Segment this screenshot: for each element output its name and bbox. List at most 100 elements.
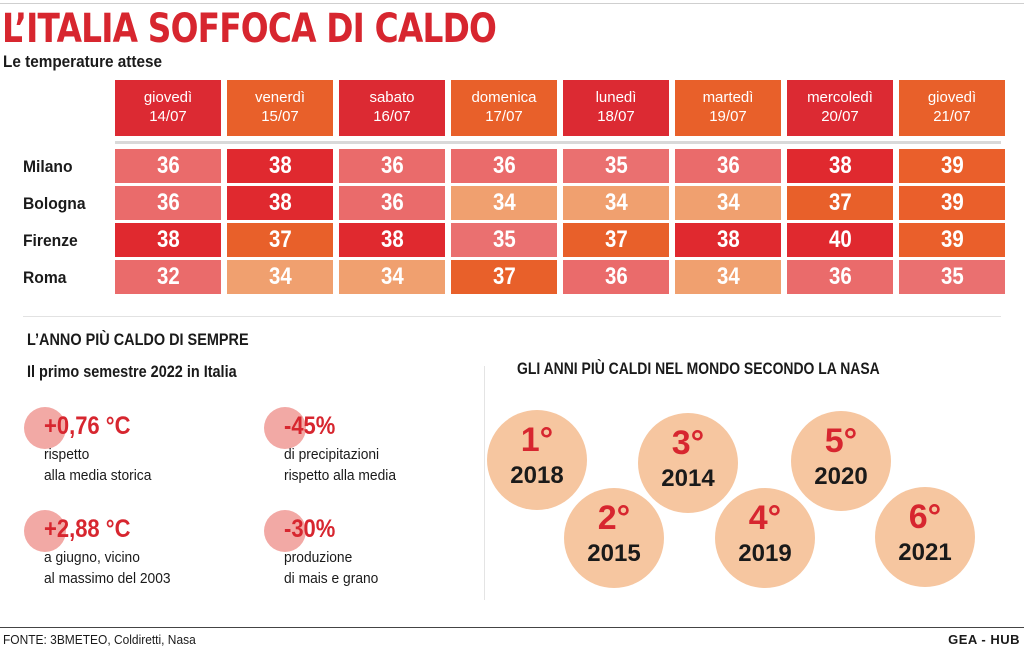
city-milano: Milano: [23, 157, 73, 176]
section-subtitle: Il primo semestre 2022 in Italia: [27, 362, 237, 381]
year-circle-6: 6° 2021: [875, 487, 975, 587]
temp-value: 34: [716, 263, 740, 290]
nasa-title: GLI ANNI PIÙ CALDI NEL MONDO SECONDO LA …: [517, 359, 880, 378]
year-rank: 2°: [597, 499, 631, 537]
day-header-2: venerdì 15/07: [227, 80, 333, 136]
temp-value: 40: [828, 226, 852, 253]
temp-value: 36: [380, 189, 404, 216]
stat-value: -45%: [284, 412, 336, 440]
stat-dot: [264, 407, 306, 449]
temp-value: 36: [380, 152, 404, 179]
temp-cell: 39: [899, 186, 1005, 220]
temp-cell: 32: [115, 260, 221, 294]
temp-cell: 34: [451, 186, 557, 220]
year-value: 2014: [661, 465, 715, 492]
stat-june-anomaly: +2,88 °C a giugno, vicino al massimo del…: [24, 510, 244, 600]
temp-cell: 36: [675, 149, 781, 183]
temp-value: 34: [604, 189, 628, 216]
temp-cell: 39: [899, 149, 1005, 183]
year-rank: 5°: [824, 422, 858, 460]
temp-value: 34: [268, 263, 292, 290]
temp-cell: 38: [115, 223, 221, 257]
stat-dot: [24, 510, 66, 552]
temp-cell: 35: [563, 149, 669, 183]
temp-cell: 36: [563, 260, 669, 294]
day-date: 14/07: [149, 108, 187, 125]
vertical-divider: [484, 366, 485, 600]
year-circle-5: 5° 2020: [791, 411, 891, 511]
temp-cell: 38: [227, 149, 333, 183]
year-rank: 4°: [748, 499, 782, 537]
day-date: 18/07: [597, 108, 635, 125]
temp-value: 38: [268, 189, 292, 216]
year-circle-4: 4° 2019: [715, 488, 815, 588]
temp-value: 38: [268, 152, 292, 179]
temp-value: 36: [604, 263, 628, 290]
year-value: 2018: [510, 462, 564, 489]
temp-value: 38: [156, 226, 180, 253]
stat-line: di precipitazioni: [284, 446, 380, 463]
day-header-5: lunedì 18/07: [563, 80, 669, 136]
temp-cell: 34: [675, 260, 781, 294]
temp-cell: 38: [787, 149, 893, 183]
temp-value: 36: [492, 152, 516, 179]
section-title: L’ANNO PIÙ CALDO DI SEMPRE: [27, 330, 249, 349]
year-rank: 6°: [908, 498, 942, 536]
temp-value: 37: [492, 263, 516, 290]
temp-value: 32: [156, 263, 180, 290]
section-divider: [23, 316, 1001, 317]
stat-production: -30% produzione di mais e grano: [264, 510, 484, 600]
stat-description: a giugno, vicino al massimo del 2003: [44, 547, 171, 589]
stat-value: -30%: [284, 515, 336, 543]
temp-value: 35: [604, 152, 628, 179]
temp-value: 39: [940, 226, 964, 253]
day-header-6: martedì 19/07: [675, 80, 781, 136]
day-header-4: domenica 17/07: [451, 80, 557, 136]
day-name: lunedì: [595, 89, 637, 106]
temp-cell: 37: [787, 186, 893, 220]
day-header-7: mercoledì 20/07: [787, 80, 893, 136]
stat-line: produzione: [284, 549, 353, 566]
year-rank: 1°: [520, 421, 554, 459]
year-rank: 3°: [671, 424, 705, 462]
table-divider: [115, 141, 1001, 144]
temp-value: 34: [492, 189, 516, 216]
temp-cell: 38: [339, 223, 445, 257]
stat-line: rispetto alla media: [284, 467, 396, 484]
stat-dot: [264, 510, 306, 552]
day-date: 17/07: [485, 108, 523, 125]
temp-cell: 37: [563, 223, 669, 257]
temp-value: 34: [380, 263, 404, 290]
temp-value: 36: [828, 263, 852, 290]
day-name: domenica: [471, 89, 537, 106]
temp-cell: 34: [227, 260, 333, 294]
footer-source: FONTE: 3BMETEO, Coldiretti, Nasa: [3, 632, 196, 647]
stat-description: produzione di mais e grano: [284, 547, 378, 589]
temp-cell: 38: [675, 223, 781, 257]
day-date: 19/07: [709, 108, 747, 125]
city-firenze: Firenze: [23, 231, 78, 250]
year-circle-3: 3° 2014: [638, 413, 738, 513]
page-subtitle: Le temperature attese: [3, 52, 163, 71]
stat-dot: [24, 407, 66, 449]
temp-value: 36: [156, 152, 180, 179]
year-value: 2019: [738, 540, 792, 567]
footer-rule: [0, 627, 1024, 628]
year-value: 2021: [898, 539, 952, 566]
temp-value: 37: [604, 226, 628, 253]
year-value: 2015: [587, 540, 641, 567]
temp-value: 38: [380, 226, 404, 253]
temp-cell: 36: [339, 149, 445, 183]
year-circle-2: 2° 2015: [564, 488, 664, 588]
stat-line: rispetto: [44, 446, 90, 463]
page-title: L’ITALIA SOFFOCA DI CALDO: [2, 6, 497, 52]
day-header-8: giovedì 21/07: [899, 80, 1005, 136]
city-bologna: Bologna: [23, 194, 86, 213]
temp-cell: 37: [451, 260, 557, 294]
day-name: giovedì: [927, 89, 977, 106]
temp-cell: 34: [563, 186, 669, 220]
stat-precipitation: -45% di precipitazioni rispetto alla med…: [264, 407, 484, 497]
day-name: sabato: [369, 89, 415, 106]
day-date: 15/07: [261, 108, 299, 125]
day-name: venerdì: [254, 89, 306, 106]
